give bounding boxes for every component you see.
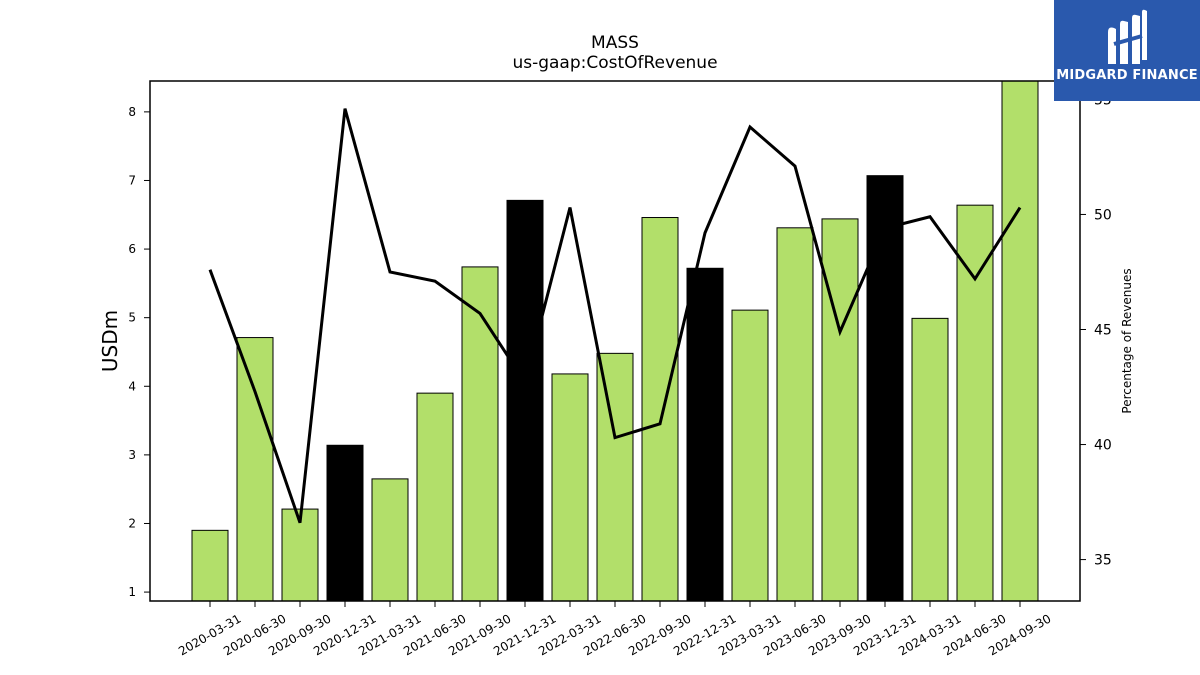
bar-2020-06-30 <box>236 337 274 602</box>
bar-2023-12-31 <box>866 175 904 602</box>
bar-2022-12-31 <box>686 267 724 602</box>
x-axis-ticks: 2020-03-312020-06-302020-09-302020-12-31… <box>176 601 1054 658</box>
bar-2023-06-30 <box>776 227 814 602</box>
bar-2021-03-31 <box>371 478 409 602</box>
right-tick-label: 50 <box>1094 207 1112 223</box>
bar-2021-06-30 <box>416 392 454 602</box>
right-tick-label: 45 <box>1094 322 1112 338</box>
bar-2023-09-30 <box>821 218 859 602</box>
left-tick-label: 7 <box>128 173 136 187</box>
left-tick-label: 4 <box>128 379 136 393</box>
left-tick-label: 3 <box>128 448 136 462</box>
brand-logo: MIDGARD FINANCE <box>1054 0 1200 101</box>
bar-2024-03-31 <box>911 317 949 602</box>
right-axis-label: Percentage of Revenues <box>1120 268 1134 413</box>
logo-text: MIDGARD FINANCE <box>1056 68 1198 83</box>
bar-2022-06-30 <box>596 352 634 602</box>
bar-2021-12-31 <box>506 199 544 602</box>
bar-2023-03-31 <box>731 309 769 602</box>
left-axis-label: USDm <box>98 310 122 372</box>
right-tick-label: 40 <box>1094 438 1112 454</box>
bar-2022-09-30 <box>641 217 679 602</box>
left-tick-label: 1 <box>128 585 136 599</box>
left-tick-label: 8 <box>128 105 136 119</box>
chart-title: MASS <box>591 33 639 53</box>
bar-2020-03-31 <box>191 529 229 602</box>
left-tick-label: 2 <box>128 516 136 530</box>
bar-series <box>191 80 1039 602</box>
bar-2024-06-30 <box>956 204 994 602</box>
right-tick-label: 35 <box>1094 553 1112 569</box>
left-tick-label: 5 <box>128 311 136 325</box>
bar-2020-12-31 <box>326 444 364 602</box>
line-series <box>208 108 1022 524</box>
left-tick-label: 6 <box>128 242 136 256</box>
bar-2024-09-30 <box>1001 80 1039 602</box>
percentage-line <box>208 108 1022 524</box>
bar-2022-03-31 <box>551 373 589 602</box>
chart-subtitle: us-gaap:CostOfRevenue <box>512 53 717 73</box>
right-axis-ticks: 3540455055 <box>1080 92 1112 569</box>
left-axis-ticks: 1 2 3 4 5 6 7 8 <box>128 105 150 599</box>
bar-2021-09-30 <box>461 266 499 602</box>
logo-mark-icon <box>1108 9 1147 65</box>
